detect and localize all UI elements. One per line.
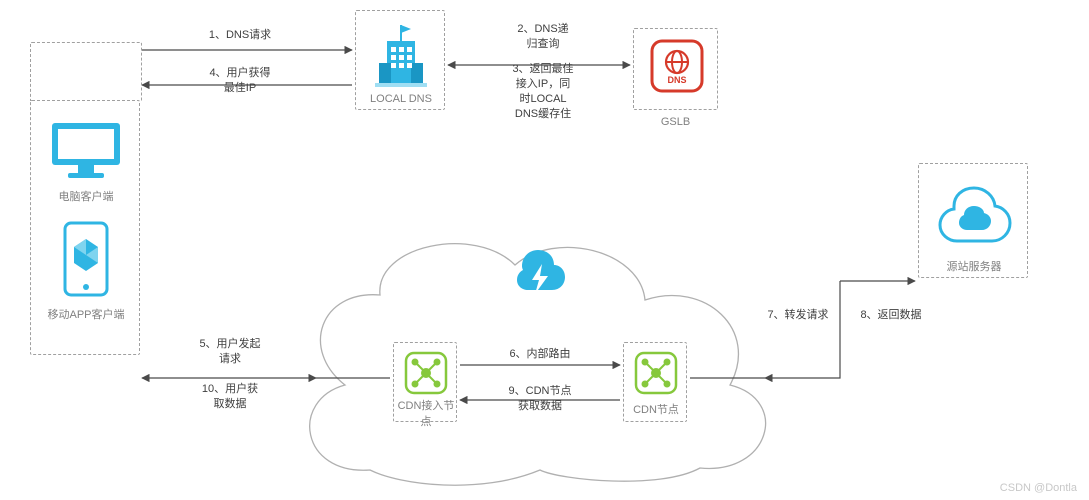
building-icon — [371, 19, 431, 89]
edge8-label: 8、返回数据 — [846, 308, 936, 323]
cdn-node: CDN节点 — [623, 342, 687, 422]
cdn-in-label: CDN接入节 点 — [390, 397, 462, 429]
mobile-label: 移动APP客户端 — [31, 306, 141, 322]
cdn-node-icon — [632, 349, 680, 397]
cdn-in-node: CDN接入节 点 — [393, 342, 457, 422]
origin-icon — [934, 174, 1014, 254]
cdn-in-icon — [402, 349, 450, 397]
edge2-label: 2、DNS递 归查询 — [478, 22, 608, 52]
gslb-node: DNS — [633, 28, 718, 110]
client-node: 电脑客户端 移动APP客户端 — [30, 100, 140, 355]
edge4-label: 4、用户获得 最佳IP — [180, 66, 300, 96]
client-box-ext — [30, 42, 142, 101]
mobile-icon — [61, 221, 111, 299]
localdns-label: LOCAL DNS — [356, 93, 446, 105]
gslb-label: GSLB — [633, 116, 718, 128]
edge-7-left — [765, 281, 840, 378]
edge3-label: 3、返回最佳 接入IP，同 时LOCAL DNS缓存住 — [478, 62, 608, 121]
watermark: CSDN @Dontla — [1000, 482, 1077, 494]
pc-label: 电脑客户端 — [31, 188, 141, 204]
origin-node: 源站服务器 — [918, 163, 1028, 278]
edge10-label: 10、用户获 取数据 — [170, 382, 290, 412]
edge9-label: 9、CDN节点 获取数据 — [480, 384, 600, 414]
edge6-label: 6、内部路由 — [480, 347, 600, 362]
localdns-node: LOCAL DNS — [355, 10, 445, 110]
svg-text:DNS: DNS — [667, 75, 686, 85]
edge1-label: 1、DNS请求 — [180, 28, 300, 43]
pc-icon — [46, 119, 126, 181]
origin-label: 源站服务器 — [919, 258, 1029, 274]
edge7-label: 7、转发请求 — [753, 308, 843, 323]
cdn-node-label: CDN节点 — [624, 401, 688, 417]
edge5-label: 5、用户发起 请求 — [170, 337, 290, 367]
dns-icon: DNS — [648, 37, 706, 95]
